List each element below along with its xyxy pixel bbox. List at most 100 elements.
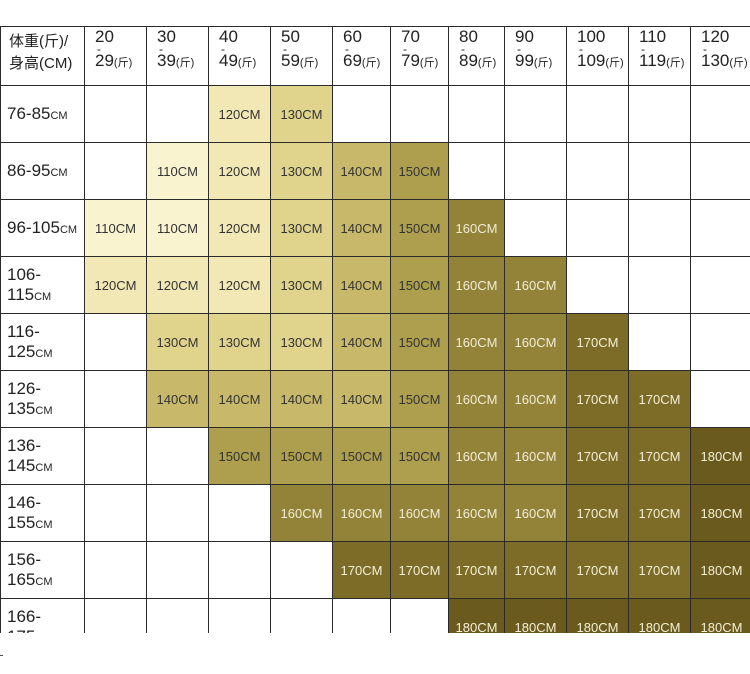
- corner-weight-label: 体重(斤)/: [9, 33, 69, 50]
- size-cell: 170CM: [628, 427, 691, 485]
- size-cell: 170CM: [566, 370, 629, 428]
- weight-unit: (斤): [361, 57, 381, 69]
- recommended-size: 130CM: [218, 334, 261, 350]
- size-cell: 130CM: [270, 199, 333, 257]
- weight-range-start: 70: [401, 27, 420, 46]
- range-dash: -: [579, 42, 583, 56]
- recommended-size: 170CM: [576, 391, 619, 407]
- size-cell: 140CM: [332, 256, 391, 314]
- size-cell: 130CM: [208, 313, 271, 371]
- weight-range-end-value: 49: [219, 51, 238, 70]
- weight-unit: (斤): [113, 57, 133, 69]
- size-cell: 160CM: [448, 370, 505, 428]
- recommended-size: 150CM: [398, 391, 441, 407]
- empty-cell: [690, 142, 750, 200]
- recommended-size: 140CM: [340, 334, 383, 350]
- recommended-size: 160CM: [398, 505, 441, 521]
- recommended-size: 130CM: [280, 334, 323, 350]
- weight-unit: (斤): [729, 57, 748, 69]
- weight-column-header: 30-39(斤): [146, 26, 209, 86]
- recommended-size: 180CM: [576, 619, 619, 634]
- weight-range-start: 80: [459, 27, 478, 46]
- weight-unit: (斤): [477, 57, 497, 69]
- recommended-size: 110CM: [157, 220, 198, 236]
- empty-cell: [208, 598, 271, 633]
- size-cell: 140CM: [332, 199, 391, 257]
- weight-unit: (斤): [175, 57, 195, 69]
- weight-range-end: 119(斤): [639, 52, 690, 71]
- weight-column-header: 20-29(斤): [84, 26, 147, 86]
- table-row: 106-115CM 120CM 120CM 120CM 130CM 140CM 150CM 1…: [0, 256, 750, 314]
- recommended-size: 170CM: [638, 562, 681, 578]
- size-cell: 150CM: [390, 256, 449, 314]
- empty-cell: [270, 598, 333, 633]
- height-range-label: 166-175CM: [0, 598, 85, 633]
- weight-range-end-value: 69: [343, 51, 362, 70]
- size-cell: 160CM: [448, 427, 505, 485]
- size-cell: 160CM: [448, 313, 505, 371]
- recommended-size: 160CM: [280, 505, 323, 521]
- empty-cell: [146, 85, 209, 143]
- recommended-size: 150CM: [340, 448, 383, 464]
- recommended-size: 180CM: [700, 505, 743, 521]
- height-range-label: 86-95CM: [0, 142, 85, 200]
- size-cell: 180CM: [690, 598, 750, 634]
- range-dash: -: [641, 42, 645, 56]
- range-dash: -: [703, 42, 707, 56]
- recommended-size: 180CM: [700, 562, 743, 578]
- table-row: 166-175CM 180CM 180CM 180CM 180CM 180CM: [0, 598, 750, 634]
- height-range-value: 106-115: [7, 265, 42, 304]
- table-row: 156-165CM 170CM 170CM 170CM 170CM 170CM 170CM 1…: [0, 541, 750, 599]
- corner-header: 体重(斤)/ 身高(CM): [0, 26, 85, 86]
- empty-cell: [390, 85, 449, 143]
- weight-range-start: 110: [639, 27, 667, 46]
- weight-column-header: 70-79(斤): [390, 26, 449, 86]
- range-dash: -: [345, 42, 349, 56]
- weight-column-header: 50-59(斤): [270, 26, 333, 86]
- recommended-size: 180CM: [700, 619, 743, 634]
- weight-column-header: 80-89(斤): [448, 26, 505, 86]
- recommended-size: 120CM: [156, 277, 199, 293]
- height-range-label: 126-135CM: [0, 370, 85, 428]
- empty-cell: [690, 199, 750, 257]
- weight-range-end-value: 39: [157, 51, 176, 70]
- recommended-size: 160CM: [455, 277, 498, 293]
- empty-cell: [504, 142, 567, 200]
- recommended-size: 160CM: [455, 448, 498, 464]
- recommended-size: 130CM: [280, 277, 323, 293]
- size-cell: 180CM: [628, 598, 691, 633]
- recommended-size: 120CM: [218, 220, 261, 236]
- size-cell: 150CM: [390, 427, 449, 485]
- empty-cell: [566, 199, 629, 257]
- empty-cell: [332, 85, 391, 143]
- size-cell: 120CM: [208, 199, 271, 257]
- weight-range-end-value: 89: [459, 51, 478, 70]
- size-cell: 180CM: [504, 598, 567, 633]
- empty-cell: [146, 541, 209, 599]
- size-cell: 170CM: [628, 541, 691, 599]
- table-row: 76-85CM 120CM 130CM: [0, 85, 750, 143]
- range-dash: -: [283, 42, 287, 56]
- size-cell: 160CM: [504, 370, 567, 428]
- weight-column-header: 90-99(斤): [504, 26, 567, 86]
- recommended-size: 160CM: [455, 505, 498, 521]
- recommended-size: 140CM: [218, 391, 261, 407]
- height-range-value: 126-135: [7, 379, 42, 418]
- recommended-size: 170CM: [576, 448, 619, 464]
- size-cell: 170CM: [566, 484, 629, 542]
- recommended-size: 120CM: [218, 106, 261, 122]
- size-cell: 140CM: [332, 313, 391, 371]
- recommended-size: 120CM: [94, 277, 137, 293]
- size-cell: 160CM: [504, 256, 567, 314]
- size-cell: 120CM: [208, 85, 271, 143]
- weight-range-start: 50: [281, 27, 300, 46]
- weight-range-start: 90: [515, 27, 534, 46]
- empty-cell: [628, 85, 691, 143]
- empty-cell: [84, 142, 147, 200]
- weight-range-start: 60: [343, 27, 362, 46]
- recommended-size: 120CM: [218, 163, 261, 179]
- size-chart-table: 体重(斤)/ 身高(CM) 20-29(斤) 30-39(斤) 40-49(斤) 50…: [0, 26, 750, 633]
- size-cell: 120CM: [208, 256, 271, 314]
- height-unit: CM: [59, 224, 78, 236]
- weight-column-header: 100-109(斤): [566, 26, 629, 86]
